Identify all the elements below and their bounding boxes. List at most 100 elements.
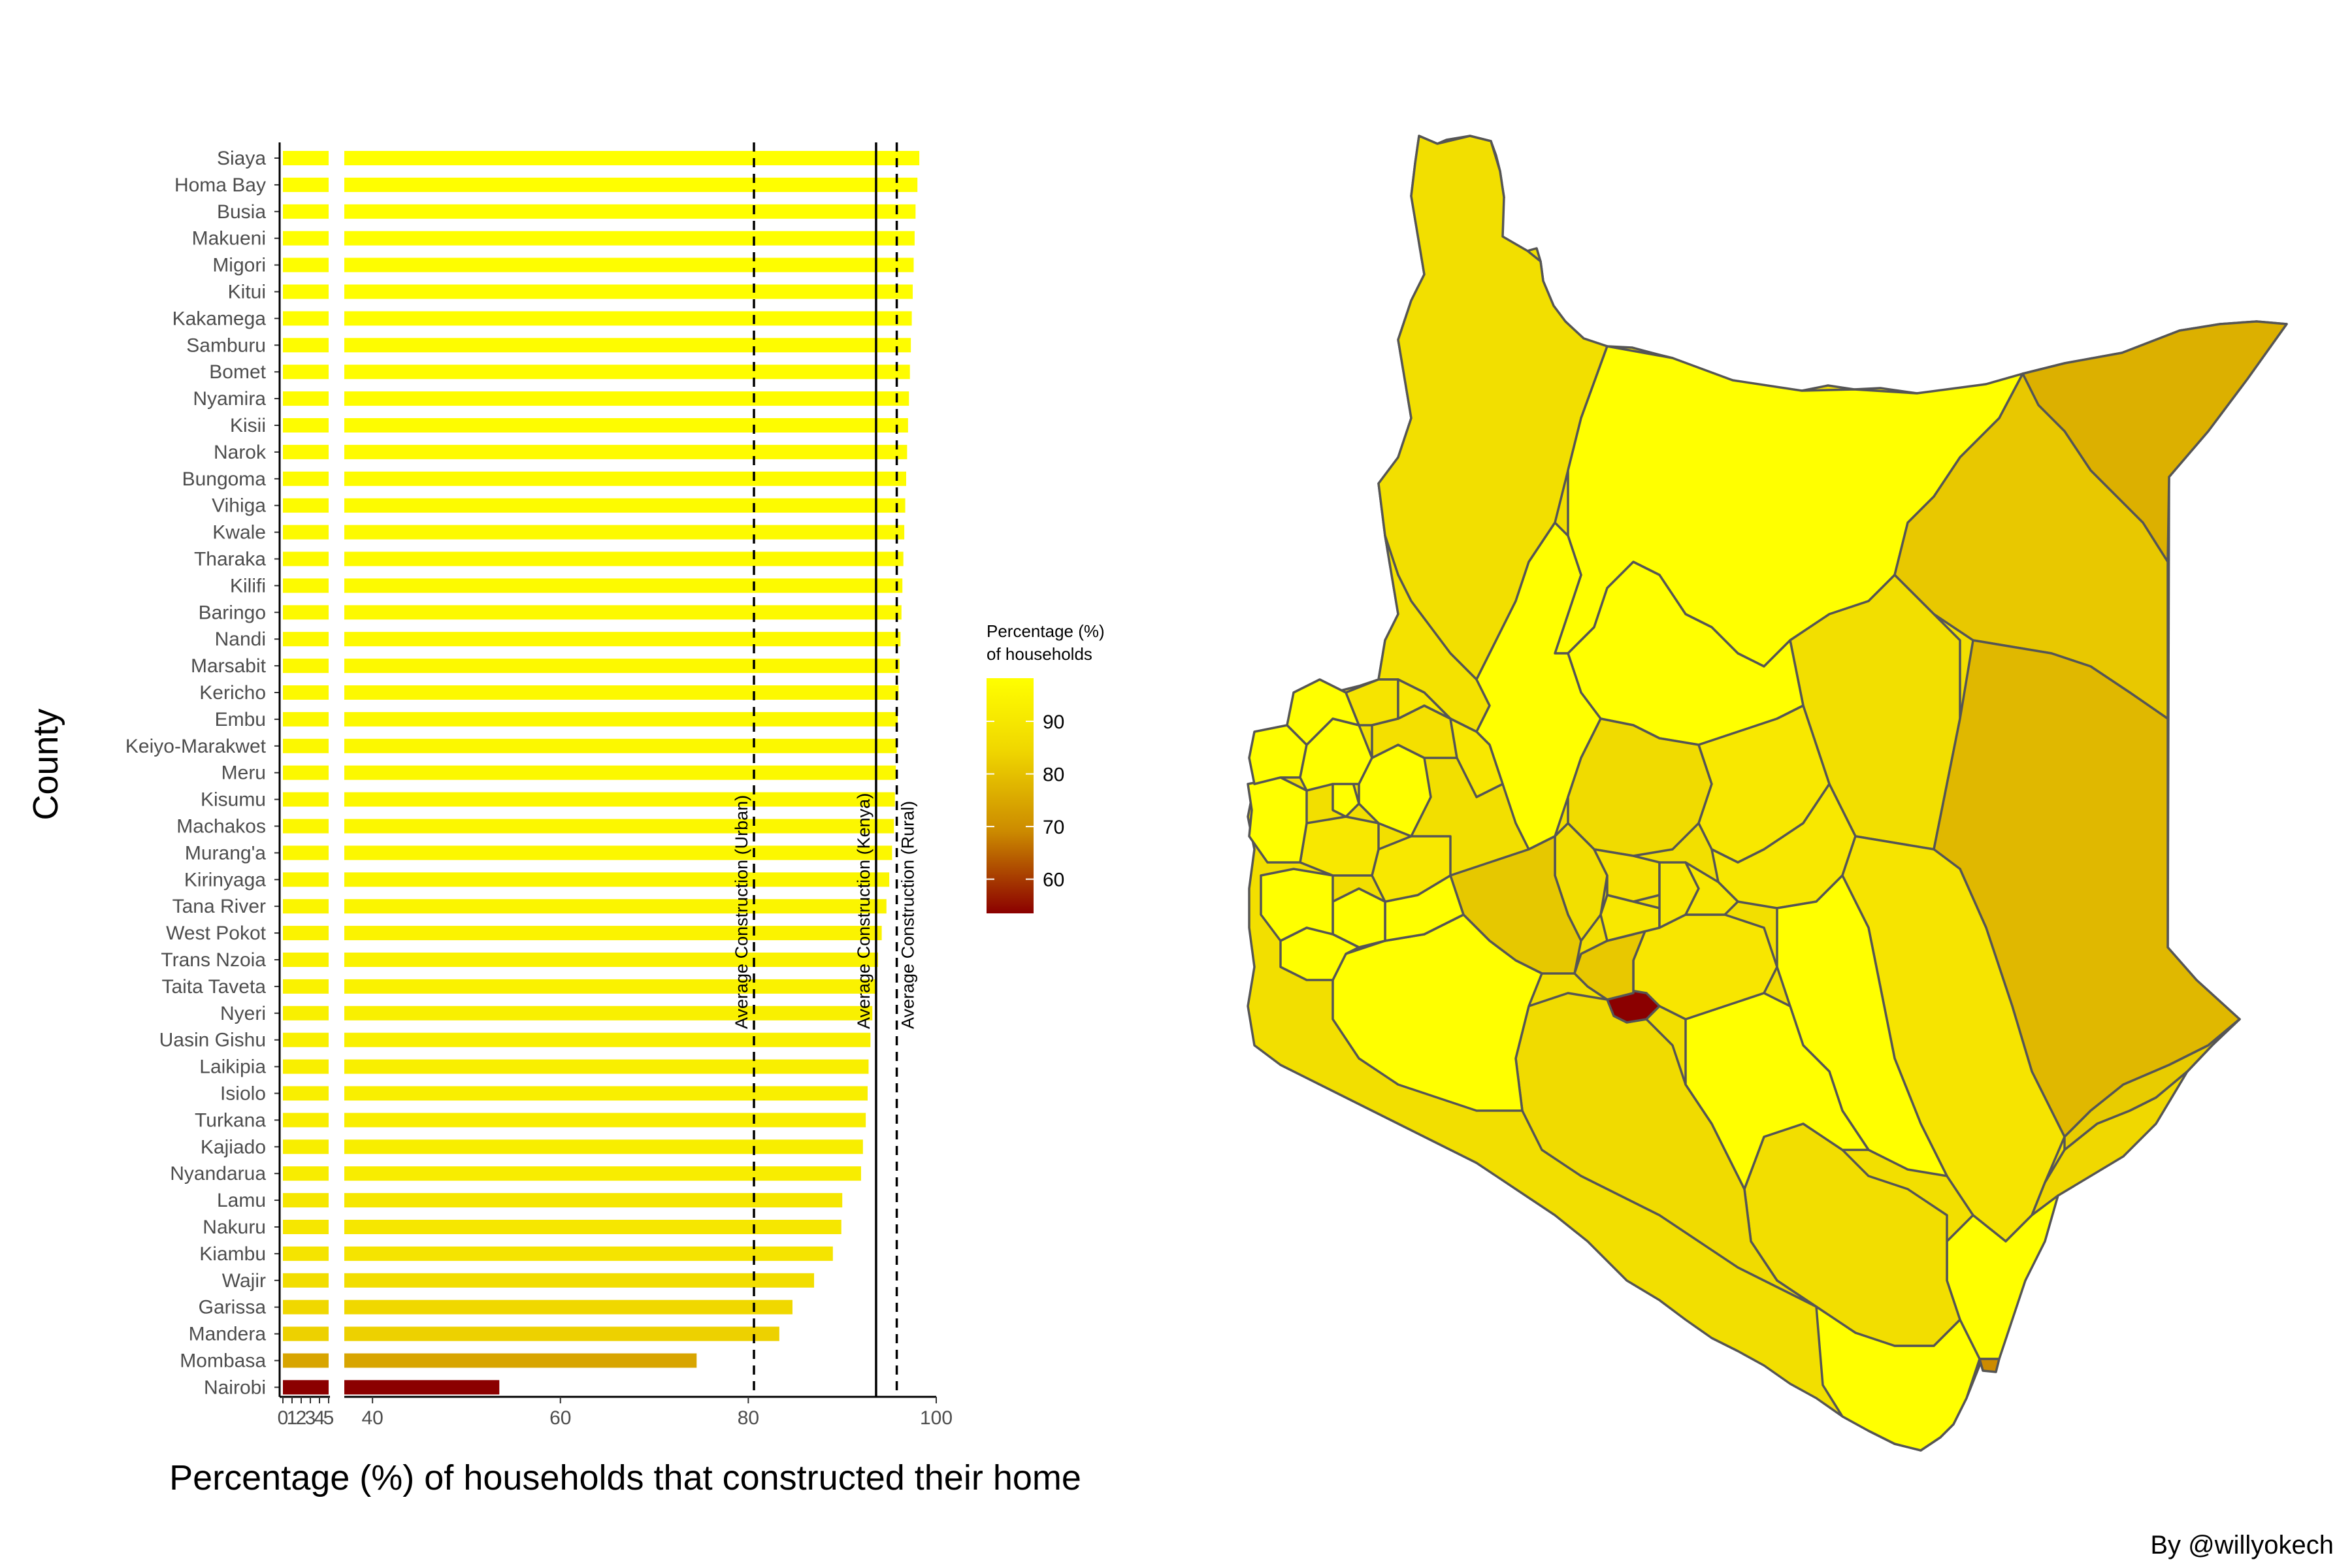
y-tick-label: Wajir xyxy=(222,1270,266,1292)
bar-left xyxy=(283,1273,329,1288)
bar-left xyxy=(283,1059,329,1074)
bar xyxy=(344,1166,861,1181)
bar-left xyxy=(283,1353,329,1368)
bar xyxy=(344,1380,500,1395)
y-tick-label: Siaya xyxy=(217,148,266,169)
bar-left xyxy=(283,525,329,540)
bar xyxy=(344,1353,697,1368)
bar-left xyxy=(283,819,329,834)
bar xyxy=(344,979,876,994)
bar xyxy=(344,444,907,459)
y-tick-label: Tharaka xyxy=(194,549,266,570)
bar-left xyxy=(283,578,329,593)
bar-left xyxy=(283,1032,329,1047)
bar-left xyxy=(283,738,329,753)
y-tick-label: Nandi xyxy=(215,629,266,650)
bar-left xyxy=(283,1246,329,1261)
bar-left xyxy=(283,899,329,914)
legend-colorbar xyxy=(987,678,1034,913)
y-tick-label: West Pokot xyxy=(166,923,267,944)
y-tick-label: Kakamega xyxy=(172,308,267,329)
y-tick-label: Migori xyxy=(212,255,266,276)
y-tick-label: Garissa xyxy=(199,1297,267,1318)
y-tick-label: Mandera xyxy=(189,1324,267,1345)
bar xyxy=(344,498,906,513)
bar xyxy=(344,1086,868,1101)
y-tick-label: Nyandarua xyxy=(170,1163,266,1184)
y-tick-label: Kisii xyxy=(230,415,266,436)
bar xyxy=(344,578,903,593)
bar xyxy=(344,1005,873,1021)
y-tick-label: Bomet xyxy=(209,361,266,383)
legend-tick-label: 60 xyxy=(1043,870,1064,891)
bar xyxy=(344,685,899,700)
y-tick-label: Laikipia xyxy=(199,1056,266,1078)
y-tick-label: Kericho xyxy=(199,682,266,704)
y-tick-label: Vihiga xyxy=(212,495,266,517)
bar xyxy=(344,765,896,780)
y-tick-label: Nyeri xyxy=(220,1003,266,1024)
bar-left xyxy=(283,311,329,326)
bar xyxy=(344,605,902,620)
bar-panel-right xyxy=(344,151,920,1395)
y-tick-label: Turkana xyxy=(195,1109,266,1131)
bar-left xyxy=(283,845,329,860)
bar xyxy=(344,845,892,860)
y-tick-label: Embu xyxy=(215,709,266,730)
y-tick-label: Murang'a xyxy=(185,842,266,864)
reference-line-label: Average Construction (Rural) xyxy=(898,801,918,1029)
bar-left xyxy=(283,1166,329,1181)
bar-left xyxy=(283,444,329,459)
bar-left xyxy=(283,953,329,967)
y-tick-label: Kwale xyxy=(212,522,266,544)
legend-tick-label: 70 xyxy=(1043,817,1064,838)
bar-chart: Average Construction (Urban) Average Cons… xyxy=(26,142,1081,1497)
bar xyxy=(344,418,908,433)
bar-left xyxy=(283,1005,329,1021)
bar-left xyxy=(283,926,329,941)
bar-left xyxy=(283,391,329,406)
bar xyxy=(344,551,904,566)
y-tick-label: Kisumu xyxy=(201,789,266,811)
bar xyxy=(344,1326,779,1341)
bar xyxy=(344,738,897,753)
county-makueni xyxy=(1684,992,1870,1190)
bar-left xyxy=(283,1193,329,1208)
bar-panel-left xyxy=(283,151,329,1395)
bar-left xyxy=(283,471,329,486)
x-tick-label: 1 xyxy=(287,1407,298,1429)
y-tick-label: Kilifi xyxy=(230,575,266,596)
bar-left xyxy=(283,765,329,780)
legend-title-line1: Percentage (%) xyxy=(987,621,1105,641)
bar-left xyxy=(283,498,329,513)
y-tick-label: Nairobi xyxy=(204,1377,266,1398)
bar xyxy=(344,926,882,941)
bar-left xyxy=(283,231,329,246)
county-mombasa xyxy=(1978,1358,2001,1373)
y-tick-label: Nakuru xyxy=(203,1217,266,1238)
bar xyxy=(344,1193,843,1208)
bar xyxy=(344,231,915,246)
y-tick-label: Samburu xyxy=(186,335,266,356)
y-tick-label: Narok xyxy=(214,442,267,463)
bar-left xyxy=(283,151,329,165)
bar-left xyxy=(283,1380,329,1395)
y-tick-label: Isiolo xyxy=(220,1083,266,1105)
x-tick-label: 60 xyxy=(549,1407,571,1429)
bar-left xyxy=(283,1326,329,1341)
y-tick-label: Trans Nzoia xyxy=(161,949,266,971)
bar-left xyxy=(283,1220,329,1234)
legend-tick-label: 90 xyxy=(1043,711,1064,733)
bar-left xyxy=(283,1299,329,1315)
bar-left xyxy=(283,204,329,219)
bar xyxy=(344,819,894,834)
bar-left xyxy=(283,605,329,620)
x-tick-label: 5 xyxy=(323,1407,335,1429)
y-tick-label: Bungoma xyxy=(182,468,267,490)
y-axis-title: County xyxy=(26,708,65,820)
reference-line-label: Average Construction (Kenya) xyxy=(854,793,874,1029)
bar xyxy=(344,899,887,914)
y-tick-label: Homa Bay xyxy=(174,174,266,196)
legend: Percentage (%) of households 60 70 80 90 xyxy=(987,621,1105,913)
x-tick-label: 4 xyxy=(314,1407,325,1429)
